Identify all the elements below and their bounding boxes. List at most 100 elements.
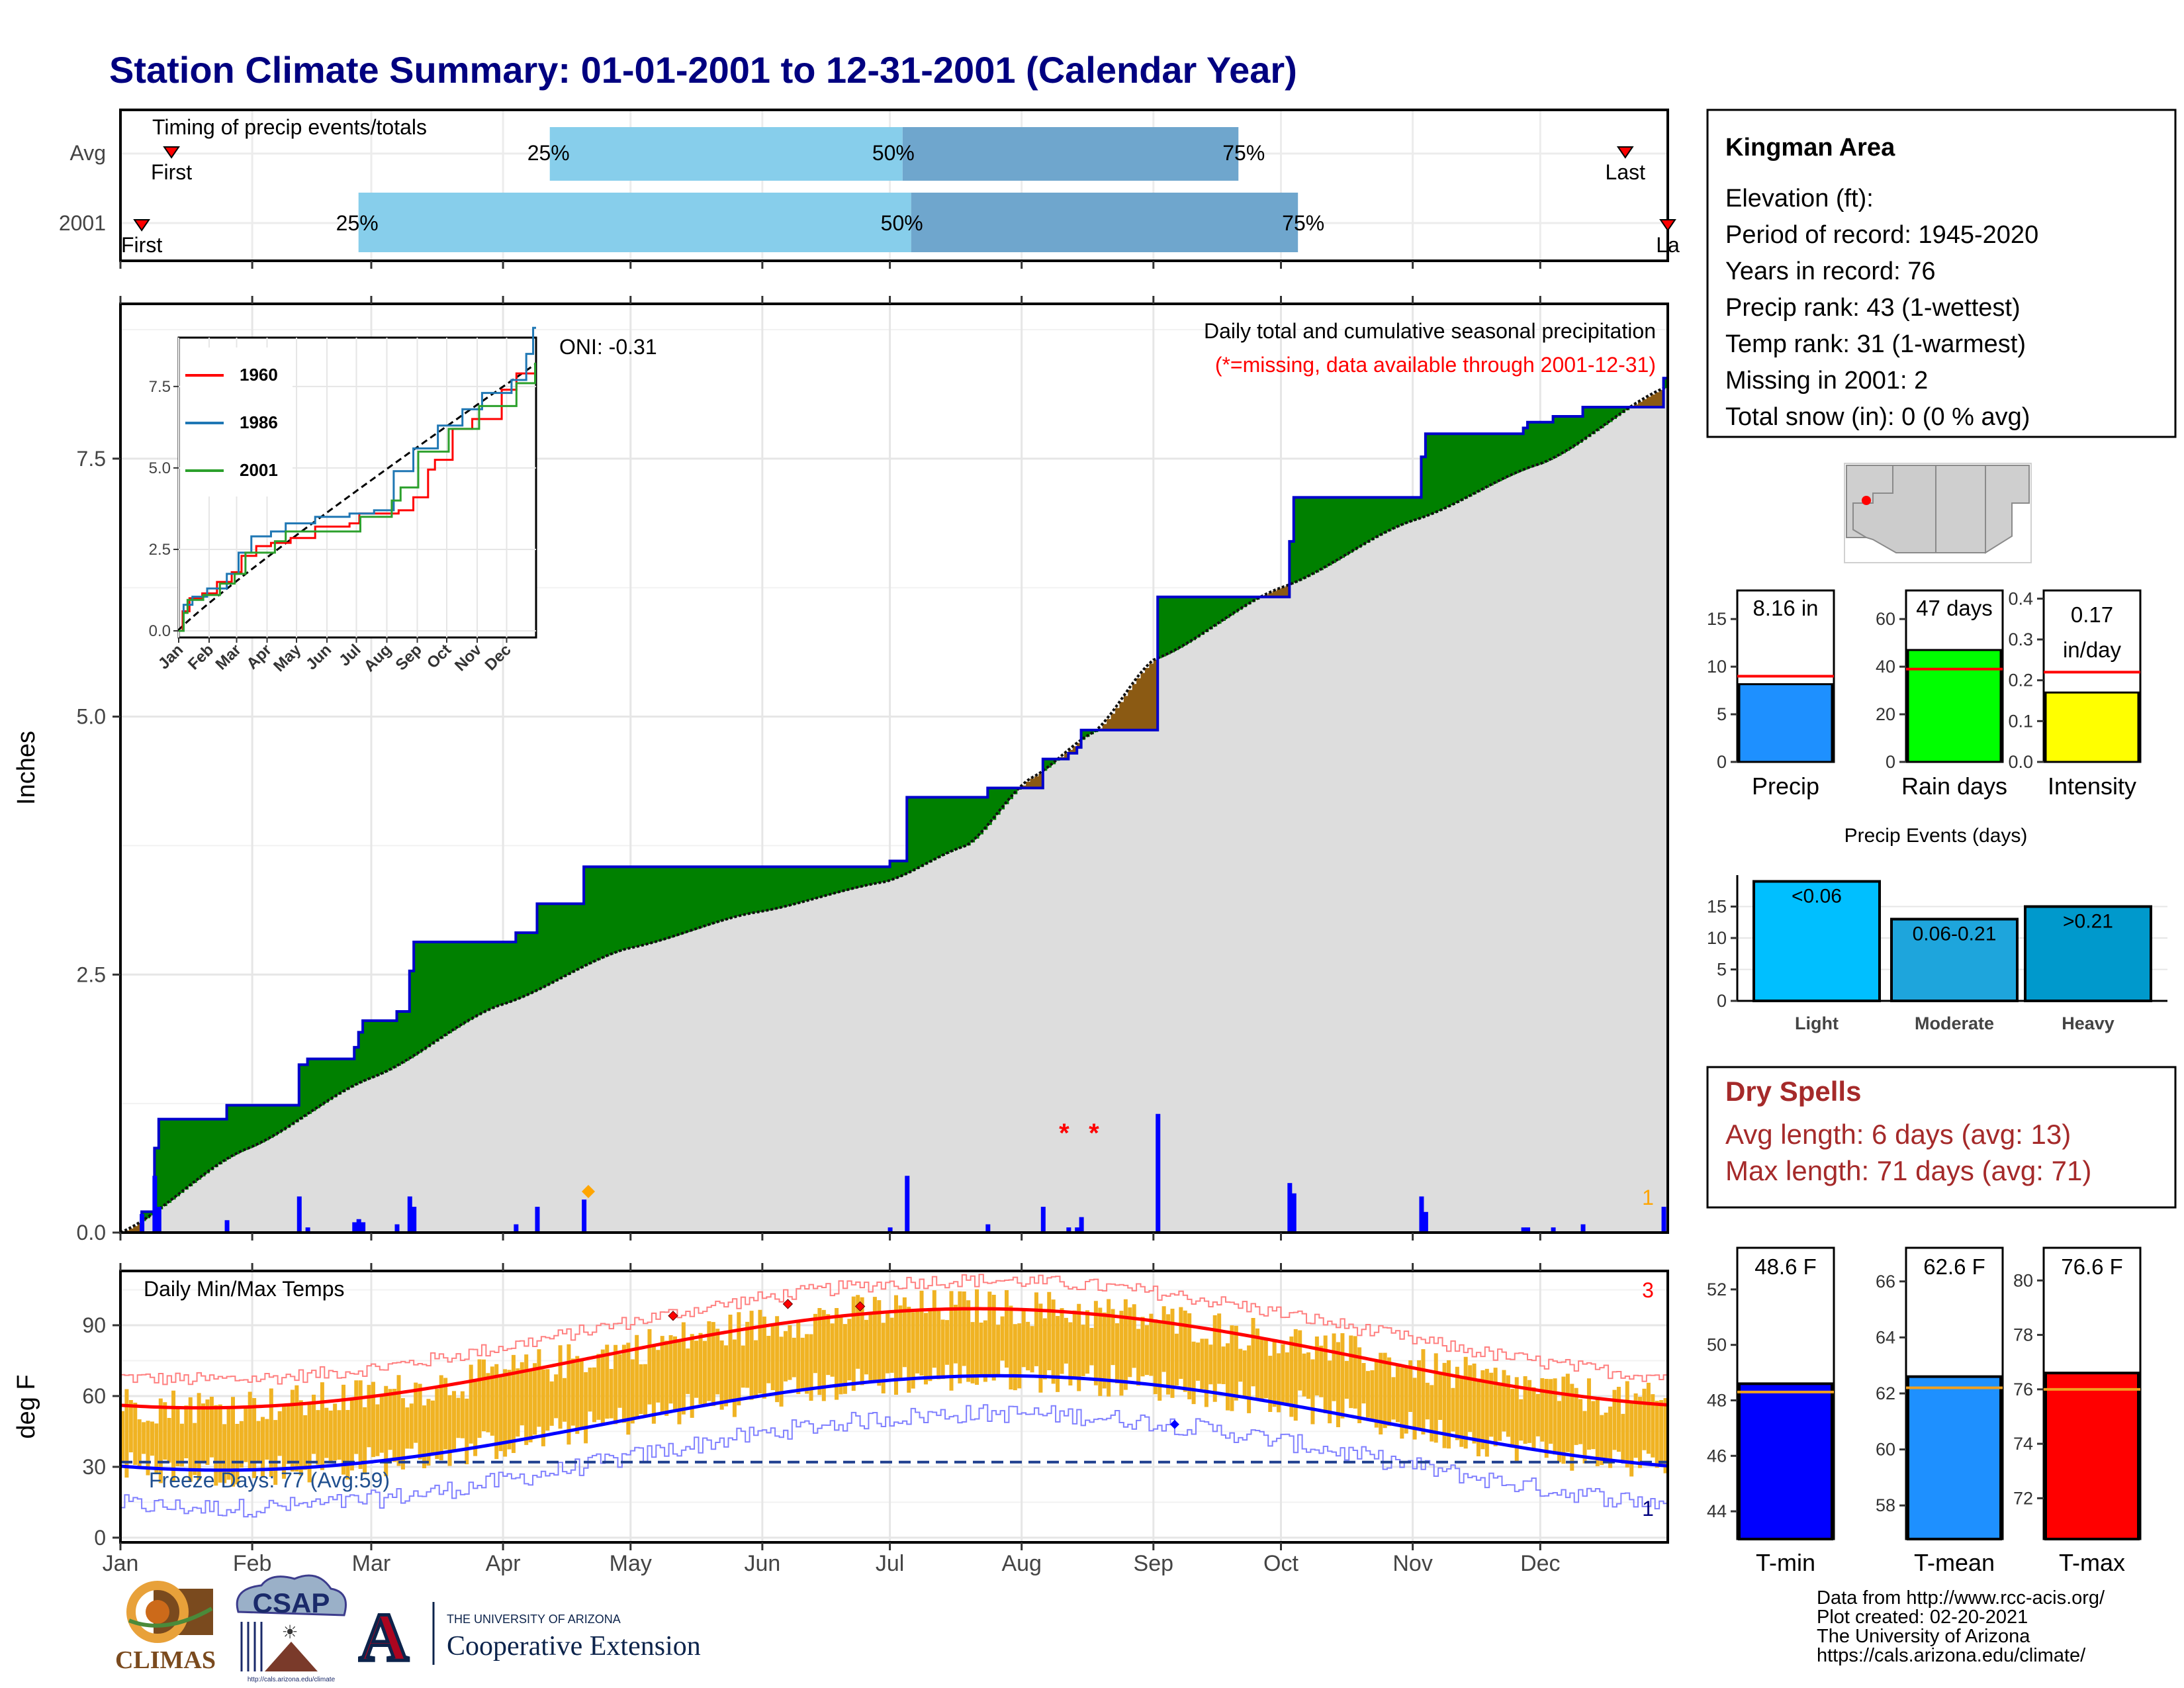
daily-precip-bar [1661,1207,1666,1233]
summary-ytick-label: 0.3 [2008,630,2033,649]
summary-value-label: 0.17 [2071,602,2113,627]
csap-logo: CSAP ☀ http://cals.arizona.edu/climate [236,1574,347,1683]
temp-count-bottom: 1 [1642,1497,1654,1521]
summary-value-label-2: in/day [2063,637,2122,662]
summary-ytick-label: 0.2 [2008,671,2033,690]
daily-temp-range-bars [120,1289,1668,1487]
climas-logo-text: CLIMAS [115,1646,216,1674]
inset-xtick-label: May [270,641,305,676]
temp-ytick-label: 30 [82,1455,106,1479]
daily-precip-bar [985,1224,991,1233]
month-label: May [610,1551,652,1576]
dry-spells-max: Max length: 71 days (avg: 71) [1725,1155,2091,1186]
station-info-box: Kingman Area Elevation (ft): Period of re… [1706,109,2177,438]
credit-line-3: The University of Arizona [1817,1626,2030,1647]
timing-first-label: First [121,233,162,257]
month-label: Apr [486,1551,521,1576]
daily-precip-bar [352,1222,357,1233]
events-bar-label: Moderate [1915,1013,1994,1033]
station-info-line: Total snow (in): 0 (0 % avg) [1725,403,2030,431]
month-label: Jan [103,1551,139,1576]
precip-missing-caption: (*=missing, data available through 2001-… [1215,353,1656,377]
month-label: Mar [352,1551,391,1576]
record-low-marker [1169,1419,1179,1429]
summary-bar-label: Rain days [1901,773,2007,800]
temp-summary-ytick-label: 64 [1876,1327,1895,1347]
inset-xtick-label: Aug [361,641,395,675]
precip-events-title: Precip Events (days) [1844,825,2028,847]
inset-ytick-label: 5.0 [149,459,171,477]
summary-ytick-label: 15 [1707,609,1727,629]
events-bar-value: <0.06 [1792,886,1842,908]
daily-precip-bar [887,1227,893,1233]
temp-summary-ytick-label: 60 [1876,1440,1895,1460]
inset-legend: 1960 1986 2001 [185,365,278,480]
station-info-line: Precip rank: 43 (1-wettest) [1725,294,2021,322]
missing-mark-2: * [1089,1119,1099,1148]
ua-line-1: THE UNIVERSITY OF ARIZONA [447,1613,621,1626]
summary-ytick-label: 5 [1717,704,1727,724]
daily-precip-bar [1525,1227,1531,1233]
inset-xtick-label: Jul [336,641,365,670]
month-label: Nov [1392,1551,1432,1576]
precip-ytick-label: 0.0 [77,1221,106,1244]
record-high-marker [668,1311,678,1321]
daily-precip-bar [1075,1227,1080,1233]
temp-summary-ytick-label: 48 [1707,1390,1727,1410]
station-name: Kingman Area [1725,134,1895,162]
month-label: Dec [1520,1551,1560,1576]
climo-cumulative-line [120,385,1668,1233]
temp-summary-ytick-label: 72 [2013,1488,2033,1508]
inset-grid [178,338,536,637]
summary-value-label: 47 days [1916,596,1993,620]
timing-row-avg-label: Avg [69,141,106,165]
temp-ylabel: deg F [13,1374,40,1438]
temp-summary-ytick-label: 62 [1876,1383,1895,1403]
inset-lines [177,326,537,632]
temp-summary-bar-label: T-min [1756,1549,1815,1576]
summary-ytick-label: 0.1 [2008,711,2033,731]
ua-logo-letter: A [359,1599,408,1675]
summary-ytick-label: 0.0 [2008,752,2033,772]
credit-line-2: Plot created: 02-20-2021 [1817,1607,2028,1628]
events-ytick-label: 10 [1707,928,1727,948]
precip-corner-count: 1 [1642,1186,1654,1209]
month-label: Sep [1134,1551,1174,1576]
precip-frame [119,303,1669,1234]
daily-precip-bar [1156,1113,1161,1233]
ua-logo: A THE UNIVERSITY OF ARIZONA Cooperative … [357,1598,701,1677]
events-ytick-label: 15 [1707,897,1727,917]
events-bar-value: >0.21 [2063,911,2113,933]
dry-spells-avg: Avg length: 6 days (avg: 13) [1725,1119,2071,1150]
ua-line-2: Cooperative Extension [447,1631,701,1662]
timing-q2-bar [911,193,1298,252]
daily-precip-bar [407,1196,412,1233]
daily-precip-bar [514,1224,519,1233]
temp-summary-bar-charts: 44 46 48 50 52 48.6 F T-min 58 60 62 64 66 62.6 F T-m… [1707,1246,2142,1576]
precip-caption: Daily total and cumulative seasonal prec… [1204,319,1656,343]
summary-value-bar [1907,649,2002,763]
temp-summary-ytick-label: 58 [1876,1495,1895,1515]
daily-precip-bar [356,1219,361,1233]
timing-first-label: First [151,160,192,184]
timing-q1-bar [358,193,911,252]
page-title: Station Climate Summary: 01-01-2001 to 1… [109,49,1297,91]
summary-value-label: 8.16 in [1752,596,1818,620]
credit-line-4: https://cals.arizona.edu/climate/ [1817,1645,2086,1666]
credits: Data from http://www.rcc-acis.org/ Plot … [1817,1587,2105,1666]
timing-last-marker [1659,219,1676,232]
summary-value-bar [2044,691,2140,763]
csap-url: http://cals.arizona.edu/climate [248,1676,336,1683]
events-bar-label: Heavy [2062,1013,2115,1033]
daily-precip-bar [1079,1217,1084,1233]
temp-ytick-label: 0 [94,1526,106,1550]
location-map [1844,463,2032,563]
summary-ytick-label: 0 [1886,752,1895,772]
month-label: Jun [744,1551,780,1576]
timing-label: Timing of precip events/totals [152,115,427,139]
inset-chart: 1960 1986 2001 0.0 2.5 5.0 7.5 JanFebMarAprMay… [149,326,537,676]
daily-precip-bar [152,1176,158,1233]
events-bar-value: 0.06-0.21 [1913,923,1997,945]
temp-ytick-label: 60 [82,1384,106,1408]
